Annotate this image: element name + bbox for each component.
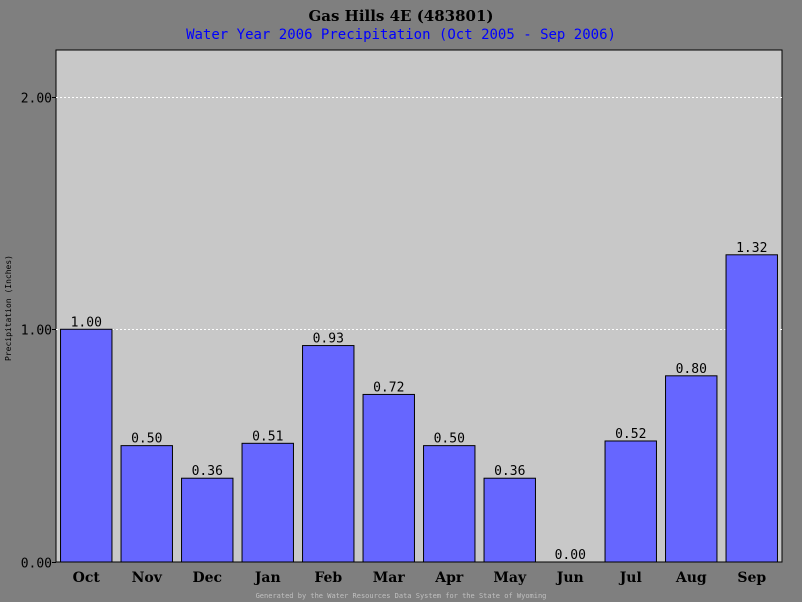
x-tick-label: May — [493, 570, 527, 586]
plot-background — [55, 49, 783, 563]
bar-sep — [725, 254, 778, 563]
data-label: 0.00 — [555, 548, 586, 563]
bar-jan — [241, 442, 294, 563]
bar-feb — [302, 345, 355, 563]
data-label: 1.32 — [736, 241, 767, 256]
plot-area: 0.00 1.00 2.00 1.00 Oct 0.50 Nov 0.36 Dec 0.51 Jan… — [21, 49, 783, 586]
x-tick-label: Mar — [373, 570, 406, 586]
x-tick-label: Nov — [132, 570, 163, 586]
y-axis-label: Precipitation (Inches) — [4, 255, 13, 361]
x-tick-label: Jun — [555, 570, 584, 586]
bar-apr — [423, 445, 476, 563]
data-label: 0.93 — [313, 332, 344, 347]
data-label: 0.36 — [494, 464, 525, 479]
bar-may — [483, 477, 536, 563]
data-label: 0.51 — [252, 429, 283, 444]
bar-oct — [60, 328, 113, 563]
bar-jul — [604, 440, 657, 563]
y-tick-label: 2.00 — [21, 92, 52, 107]
bar-dec — [181, 477, 234, 563]
y-tick-label: 1.00 — [21, 324, 52, 339]
y-tick-label: 0.00 — [21, 557, 52, 572]
x-tick-label: Oct — [73, 570, 101, 586]
x-tick-label: Feb — [314, 570, 342, 586]
x-tick-label: Sep — [737, 570, 766, 586]
bar-nov — [120, 445, 173, 563]
x-tick-label: Dec — [192, 570, 222, 586]
x-tick-label: Jul — [618, 570, 642, 586]
data-label: 0.80 — [676, 362, 707, 377]
chart-title: Gas Hills 4E (483801) — [308, 7, 493, 25]
chart-subtitle: Water Year 2006 Precipitation (Oct 2005 … — [186, 27, 616, 43]
data-label: 0.50 — [131, 432, 162, 447]
data-label: 0.52 — [615, 427, 646, 442]
x-tick-label: Aug — [675, 570, 707, 586]
data-label: 0.50 — [434, 432, 465, 447]
data-label: 0.36 — [192, 464, 223, 479]
data-label: 0.72 — [373, 380, 404, 395]
bar-mar — [362, 393, 415, 563]
x-tick-label: Apr — [434, 570, 464, 586]
bar-aug — [665, 375, 718, 563]
x-tick-label: Jan — [253, 570, 281, 586]
footer-credit: Generated by the Water Resources Data Sy… — [256, 592, 547, 600]
data-label: 1.00 — [71, 315, 102, 330]
